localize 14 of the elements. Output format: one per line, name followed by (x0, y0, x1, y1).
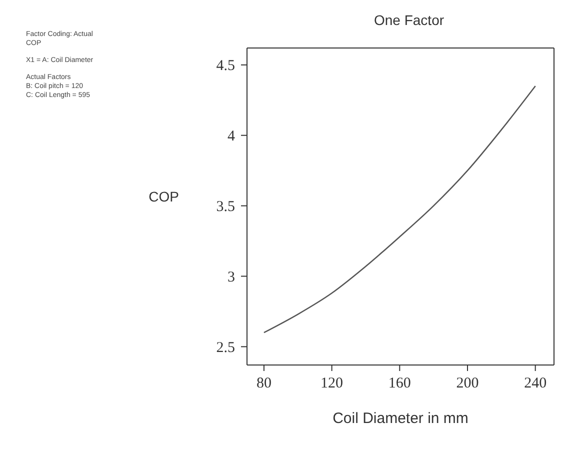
y-tick-label: 2.5 (216, 340, 235, 356)
x-tick-label: 160 (388, 376, 411, 392)
y-tick-label: 3.5 (216, 199, 235, 216)
y-axis-title: COP (148, 188, 179, 204)
y-tick-label: 3 (228, 270, 235, 286)
y-tick-label: 4.5 (216, 58, 235, 74)
x-axis-title: Coil Diameter in mm (332, 410, 468, 427)
y-tick-label: 4 (228, 128, 236, 145)
x-tick-label: 80 (256, 376, 272, 392)
chart-title: One Factor (372, 12, 446, 28)
x-tick-label: 240 (524, 376, 547, 392)
x-tick-label: 200 (456, 376, 479, 392)
x-tick-label: 120 (320, 376, 344, 392)
line-series (263, 85, 536, 334)
